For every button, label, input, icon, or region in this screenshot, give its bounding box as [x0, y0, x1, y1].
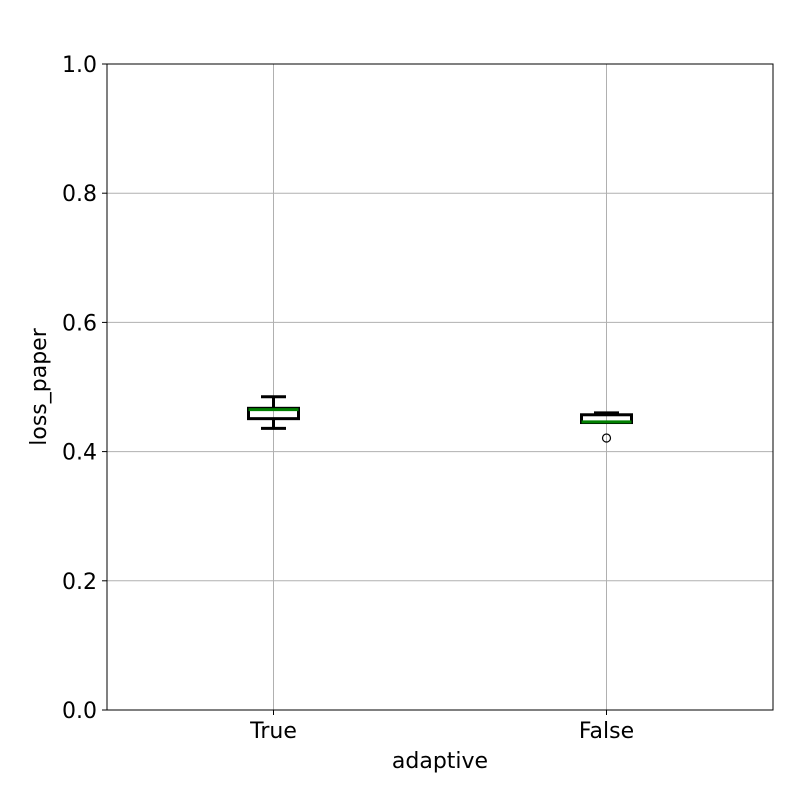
y-tick-label: 0.4 [62, 441, 97, 466]
y-tick-label: 0.0 [62, 699, 97, 724]
box-layer [247, 395, 633, 443]
flier-point [601, 433, 612, 443]
x-axis: True False [249, 710, 634, 744]
y-axis: 0.0 0.2 0.4 0.6 0.8 1.0 [62, 53, 107, 724]
box-group-true [247, 395, 300, 430]
box-group-false [580, 411, 633, 443]
y-tick-label: 1.0 [62, 53, 97, 78]
y-tick-label: 0.8 [62, 182, 97, 207]
y-tick-label: 0.6 [62, 311, 97, 336]
plot-frame [106, 63, 774, 711]
grid-layer [107, 63, 773, 711]
y-axis-title: loss_paper [27, 327, 52, 445]
x-tick-label: True [249, 719, 297, 744]
x-tick-label: False [579, 719, 634, 744]
x-axis-title: adaptive [392, 749, 488, 774]
y-tick-label: 0.2 [62, 570, 97, 595]
